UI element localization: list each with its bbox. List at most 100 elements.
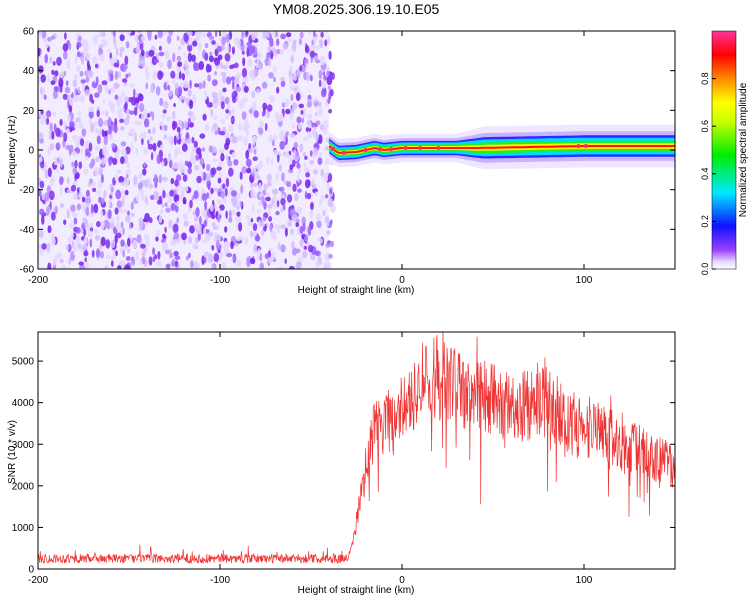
noise-speckle — [158, 45, 162, 51]
noise-speckle — [102, 99, 106, 104]
noise-speckle — [304, 155, 308, 160]
noise-speckle — [44, 192, 50, 202]
noise-speckle — [204, 52, 209, 61]
noise-speckle — [78, 110, 82, 117]
noise-speckle — [41, 243, 47, 250]
noise-speckle — [295, 151, 299, 158]
noise-speckle — [181, 232, 187, 241]
noise-speckle — [221, 31, 227, 38]
noise-speckle — [143, 218, 146, 223]
noise-speckle — [53, 161, 59, 166]
noise-speckle — [319, 55, 326, 66]
noise-speckle — [102, 146, 107, 156]
noise-speckle — [187, 36, 193, 46]
noise-speckle — [274, 201, 278, 209]
noise-speckle — [153, 151, 157, 157]
noise-speckle — [79, 138, 85, 147]
noise-speckle — [266, 173, 272, 182]
noise-speckle — [124, 264, 130, 269]
noise-speckle — [290, 84, 295, 91]
noise-speckle — [80, 79, 86, 84]
noise-speckle — [183, 80, 189, 89]
noise-speckle — [326, 70, 330, 77]
noise-speckle — [185, 255, 189, 261]
noise-speckle — [292, 41, 297, 51]
noise-speckle — [143, 108, 148, 119]
noise-speckle — [85, 52, 91, 60]
noise-speckle — [314, 191, 318, 197]
noise-speckle — [75, 235, 81, 246]
noise-speckle — [124, 189, 129, 196]
noise-speckle — [236, 205, 240, 210]
noise-speckle — [239, 235, 244, 241]
noise-speckle — [101, 31, 106, 38]
noise-speckle — [279, 49, 285, 55]
noise-speckle — [134, 132, 137, 143]
noise-speckle — [206, 164, 211, 172]
noise-speckle — [38, 132, 44, 140]
noise-speckle — [101, 197, 105, 205]
noise-speckle — [63, 219, 67, 225]
noise-speckle — [224, 53, 231, 62]
noise-speckle — [100, 220, 105, 230]
noise-speckle — [231, 209, 236, 216]
noise-speckle — [156, 230, 160, 238]
noise-speckle — [173, 103, 176, 107]
noise-speckle — [141, 251, 146, 258]
noise-speckle — [287, 37, 292, 43]
noise-speckle — [180, 81, 183, 89]
noise-speckle — [187, 111, 194, 117]
noise-speckle — [291, 124, 296, 129]
noise-speckle — [44, 169, 49, 179]
noise-speckle — [99, 53, 105, 62]
noise-speckle — [169, 190, 175, 197]
noise-speckle — [152, 126, 156, 135]
noise-speckle — [261, 111, 265, 117]
noise-speckle — [225, 154, 229, 162]
noise-speckle — [309, 74, 313, 82]
noise-speckle — [231, 107, 235, 115]
noise-speckle — [109, 203, 113, 209]
noise-speckle — [158, 174, 162, 184]
noise-speckle — [88, 118, 93, 125]
noise-speckle — [296, 206, 302, 215]
noise-speckle — [39, 208, 45, 215]
noise-speckle — [118, 114, 124, 119]
noise-speckle — [84, 219, 89, 228]
snr-frame — [37, 331, 676, 570]
noise-speckle — [187, 236, 193, 244]
noise-speckle — [97, 117, 104, 128]
noise-speckle — [266, 31, 270, 39]
noise-speckle — [295, 248, 301, 254]
noise-speckle — [325, 242, 331, 248]
noise-speckle — [121, 91, 126, 98]
noise-speckle — [105, 110, 109, 117]
noise-speckle — [44, 94, 47, 100]
noise-speckle — [85, 206, 90, 217]
noise-speckle — [300, 109, 304, 115]
noise-speckle — [250, 188, 255, 199]
noise-speckle — [230, 117, 235, 122]
noise-speckle — [114, 70, 118, 81]
noise-speckle — [139, 133, 144, 139]
noise-speckle — [66, 128, 70, 134]
noise-speckle — [253, 182, 258, 187]
noise-speckle — [312, 169, 318, 175]
noise-speckle — [298, 103, 304, 109]
noise-speckle — [108, 156, 112, 166]
noise-speckle — [161, 114, 166, 119]
noise-speckle — [182, 174, 188, 182]
noise-speckle — [161, 203, 165, 208]
noise-speckle — [47, 225, 52, 234]
noise-speckle — [197, 42, 202, 51]
noise-speckle — [109, 194, 112, 199]
noise-speckle — [148, 256, 153, 266]
noise-speckle — [115, 250, 118, 257]
y-tick-label: 0 — [28, 565, 34, 576]
noise-speckle — [275, 171, 279, 182]
noise-speckle — [188, 252, 191, 259]
noise-speckle — [317, 157, 323, 166]
noise-speckle — [85, 189, 90, 197]
noise-speckle — [111, 260, 114, 267]
noise-speckle — [295, 221, 300, 228]
